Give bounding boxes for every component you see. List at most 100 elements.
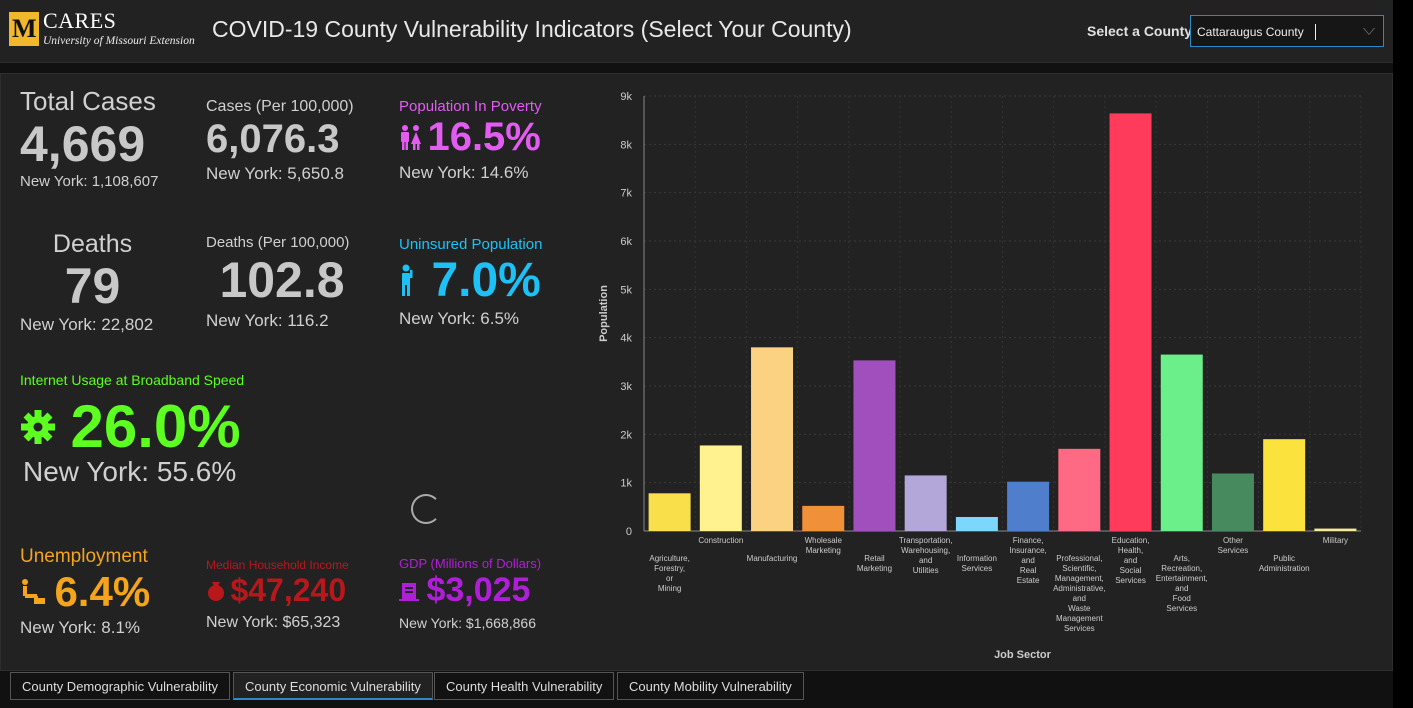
y-tick-label: 9k — [620, 91, 632, 103]
income-compare: New York: $65,323 — [206, 614, 341, 631]
header-bar: M CARES University of Missouri Extension… — [0, 0, 1393, 63]
deaths-per-100k-compare: New York: 116.2 — [206, 311, 329, 330]
bar — [699, 445, 742, 531]
x-tick-label: Other Services — [1218, 536, 1249, 555]
x-tick-label: Retail Marketing — [857, 554, 892, 573]
indicators-panel: Total Cases 4,669 New York: 1,108,607 Ca… — [0, 73, 1393, 671]
cases-per-100k-label: Cases (Per 100,000) — [206, 98, 354, 115]
mizzou-logo: M — [9, 12, 39, 46]
bar — [751, 347, 794, 531]
x-tick-label: Education, Health, and Social Services — [1112, 536, 1150, 585]
unemployment-stat: Unemployment 6.4% New York: 8.1% — [20, 546, 150, 638]
x-tick-label: Professional, Scientific, Management, Admin… — [1053, 554, 1105, 633]
total-cases-stat: Total Cases 4,669 New York: 1,108,607 — [20, 86, 158, 190]
cases-per-100k-value: 6,076.3 — [206, 117, 340, 161]
deaths-per-100k-label: Deaths (Per 100,000) — [206, 234, 350, 251]
people-icon — [401, 124, 421, 150]
x-axis-title: Job Sector — [994, 649, 1052, 661]
county-select[interactable]: Cattaraugus County — [1190, 15, 1384, 47]
tab-economic[interactable]: County Economic Vulnerability — [233, 672, 433, 700]
income-label: Median Household Income — [206, 558, 349, 572]
x-tick-label: Manufacturing — [747, 554, 798, 563]
gdp-stat: GDP (Millions of Dollars) $3,025 New Yor… — [399, 556, 541, 631]
brand-subtitle: University of Missouri Extension — [43, 35, 195, 47]
poverty-stat: Population In Poverty 16.5% New York: 14… — [399, 98, 542, 183]
poverty-label: Population In Poverty — [399, 98, 542, 115]
y-tick-label: 1k — [620, 478, 632, 490]
unemployment-value: 6.4% — [54, 568, 151, 615]
cases-per-100k-compare: New York: 5,650.8 — [206, 164, 344, 183]
right-edge — [1393, 0, 1413, 708]
bar — [904, 475, 947, 531]
worker-icon — [22, 579, 45, 604]
bar — [1058, 448, 1101, 531]
bar — [1109, 113, 1152, 532]
uninsured-value: 7.0% — [431, 254, 541, 307]
uninsured-compare: New York: 6.5% — [399, 309, 520, 328]
page-title: COVID-19 County Vulnerability Indicators… — [212, 16, 852, 42]
total-cases-compare: New York: 1,108,607 — [20, 173, 159, 190]
bar — [1314, 528, 1357, 531]
x-tick-label: Finance, Insurance, and Real Estate — [1009, 536, 1046, 585]
logo-letter: M — [12, 14, 37, 43]
deaths-compare: New York: 22,802 — [20, 315, 154, 334]
deaths-value: 79 — [64, 258, 121, 314]
deaths-label: Deaths — [52, 230, 133, 258]
gdp-value: $3,025 — [426, 571, 531, 609]
x-tick-label: Public Administration — [1259, 554, 1310, 573]
x-tick-label: Military — [1323, 536, 1348, 545]
document-icon — [399, 582, 419, 601]
person-icon — [402, 264, 413, 296]
internet-compare: New York: 55.6% — [23, 456, 237, 487]
y-tick-label: 6k — [620, 236, 632, 248]
tab-demographic[interactable]: County Demographic Vulnerability — [10, 672, 231, 700]
y-tick-label: 0 — [626, 526, 632, 538]
x-tick-label: Information Services — [957, 554, 997, 573]
deaths-stat: Deaths 79 New York: 22,802 — [20, 230, 165, 335]
tab-health[interactable]: County Health Vulnerability — [434, 672, 615, 700]
unemployment-label: Unemployment — [20, 546, 148, 567]
x-tick-label: Construction — [698, 536, 743, 545]
cases-per-100k-stat: Cases (Per 100,000) 6,076.3 New York: 5,… — [206, 98, 354, 184]
x-tick-label: Transportation, Warehousing, and Utilities — [899, 536, 953, 575]
internet-label: Internet Usage at Broadband Speed — [20, 372, 245, 388]
unemployment-compare: New York: 8.1% — [20, 618, 141, 637]
tab-mobility[interactable]: County Mobility Vulnerability — [617, 672, 804, 700]
y-tick-label: 3k — [620, 381, 632, 393]
y-tick-label: 2k — [620, 429, 632, 441]
gdp-label: GDP (Millions of Dollars) — [399, 556, 542, 571]
county-select-value[interactable]: Cattaraugus County — [1197, 25, 1304, 39]
poverty-value: 16.5% — [427, 115, 541, 159]
x-tick-label: Agriculture, Forestry, or Mining — [649, 554, 689, 593]
y-tick-label: 5k — [620, 284, 632, 296]
y-axis-title: Population — [598, 285, 610, 342]
bar — [1211, 473, 1254, 531]
internet-stat: Internet Usage at Broadband Speed — [20, 372, 244, 488]
deaths-per-100k-stat: Deaths (Per 100,000) 102.8 New York: 116… — [206, 234, 358, 331]
deaths-per-100k-value: 102.8 — [219, 252, 345, 308]
bar — [1007, 481, 1050, 531]
y-tick-label: 7k — [620, 188, 632, 200]
tab-bar: County Demographic Vulnerability County … — [0, 671, 1393, 708]
uninsured-label: Uninsured Population — [399, 236, 543, 253]
gear-icon — [21, 409, 55, 444]
bar — [802, 505, 845, 531]
internet-value: 26.0% — [70, 393, 241, 460]
x-tick-label: Wholesale Marketing — [805, 536, 843, 555]
total-cases-label: Total Cases — [20, 86, 156, 116]
y-tick-label: 8k — [620, 139, 632, 151]
bar — [1263, 439, 1306, 531]
x-tick-label: Arts, Recreation, Entertainment, and Food Ser… — [1156, 554, 1208, 613]
uninsured-stat: Uninsured Population 7.0% New York: 6.5% — [399, 236, 542, 329]
text-cursor — [1315, 24, 1316, 40]
money-bag-icon — [208, 581, 224, 601]
income-stat: Median Household Income $47,240 New York… — [206, 558, 349, 632]
chevron-down-icon[interactable] — [1363, 28, 1375, 35]
y-tick-label: 4k — [620, 333, 632, 345]
loading-spinner-icon — [411, 494, 441, 524]
job-sector-bar-chart: 0 1k 2k 3k 4k 5k 6k 7k 8k 9k Agriculture, Forestry,… — [598, 91, 1362, 661]
bar — [955, 516, 998, 531]
bar — [648, 493, 691, 531]
bar — [1160, 354, 1203, 531]
